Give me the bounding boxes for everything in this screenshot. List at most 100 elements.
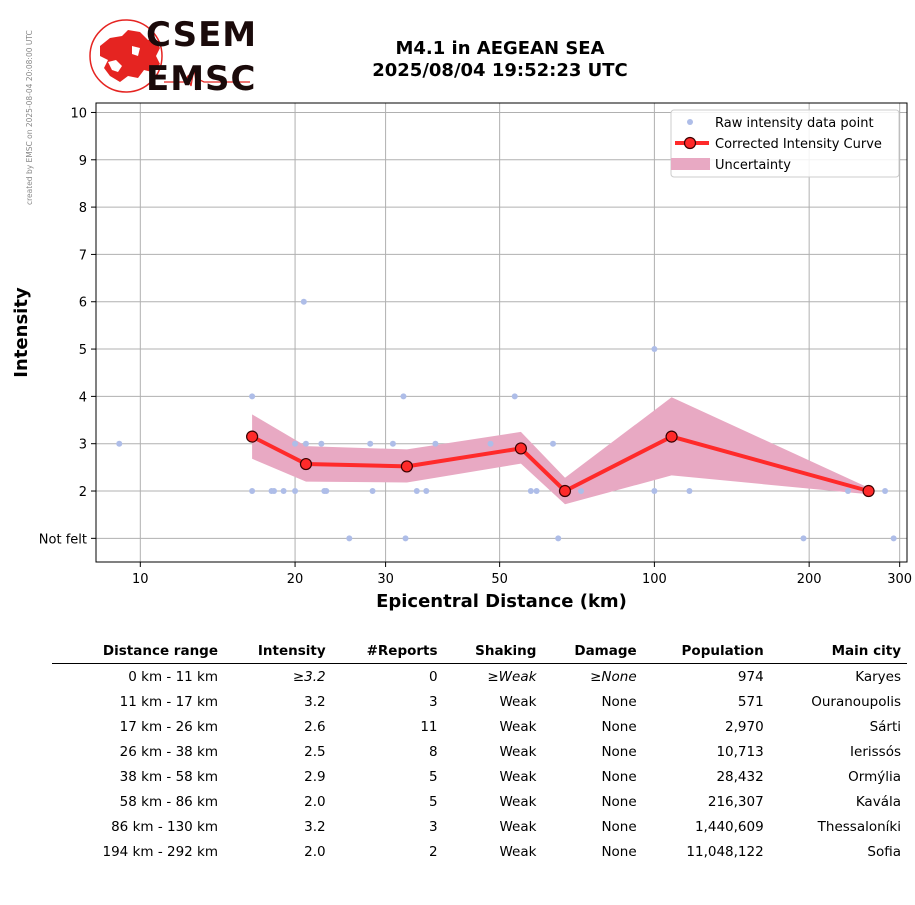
table-row: 86 km - 130 km 3.2 3 Weak None 1,440,609… [52, 814, 907, 839]
legend-curve-marker [683, 136, 697, 150]
cell-intensity: 2.0 [304, 843, 326, 860]
intensity-table: Distance range Intensity #Reports Shakin… [52, 640, 907, 864]
raw-data-point [116, 440, 123, 447]
header-intensity: Intensity [224, 640, 332, 664]
intensity-chart: 10 20 30 50 100 200 300 Not felt 2 3 4 5 6 7 8 9 10 Epice… [11, 102, 912, 612]
cell-reports: 3 [428, 693, 438, 710]
header-shaking: Shaking [443, 640, 543, 664]
cell-intensity: ≥3.2 [292, 668, 326, 685]
header-damage: Damage [542, 640, 643, 664]
cell-shaking: ≥Weak [487, 668, 537, 685]
cell-range: 86 km - 130 km [111, 818, 219, 835]
y-tick-label: 9 [79, 154, 87, 169]
cell-population: 28,432 [716, 768, 764, 785]
raw-data-point [292, 440, 299, 447]
raw-data-point [292, 488, 299, 495]
cell-damage: None [601, 718, 637, 735]
cell-city: Thessaloníki [817, 818, 901, 835]
table-row: 17 km - 26 km 2.6 11 Weak None 2,970 Sár… [52, 714, 907, 739]
x-tick-label: 200 [797, 572, 822, 587]
plot-frame [95, 102, 908, 563]
raw-data-point [249, 488, 256, 495]
cell-shaking: Weak [499, 743, 537, 760]
creation-note: created by EMSC on 2025-08-04 20:08:00 U… [25, 30, 34, 205]
cell-population: 2,970 [725, 718, 764, 735]
cell-shaking: Weak [499, 843, 537, 860]
cell-reports: 8 [428, 743, 438, 760]
chart-title-line1: M4.1 in AEGEAN SEA [395, 38, 605, 59]
y-tick-label: 2 [79, 485, 87, 500]
cell-city: Kavála [855, 793, 901, 810]
cell-city: Ouranoupolis [811, 693, 901, 710]
raw-data-point [555, 535, 562, 542]
logo-text-bottom: EMSC [146, 59, 257, 99]
raw-data-point [533, 488, 540, 495]
curve-marker [400, 460, 413, 473]
cell-city: Ierissós [850, 743, 901, 760]
cell-damage: ≥None [590, 668, 637, 685]
cell-reports: 0 [428, 668, 438, 685]
cell-population: 1,440,609 [694, 818, 764, 835]
cell-shaking: Weak [499, 768, 537, 785]
x-axis-label: Epicentral Distance (km) [376, 591, 627, 612]
raw-data-point [271, 488, 278, 495]
raw-data-point [249, 393, 256, 400]
legend-label: Corrected Intensity Curve [715, 137, 882, 152]
table-row: 26 km - 38 km 2.5 8 Weak None 10,713 Ier… [52, 739, 907, 764]
cell-population: 11,048,122 [686, 843, 764, 860]
cell-population: 216,307 [707, 793, 764, 810]
table-header-row: Distance range Intensity #Reports Shakin… [52, 640, 907, 664]
cell-range: 58 km - 86 km [119, 793, 219, 810]
raw-data-point [423, 488, 430, 495]
cell-range: 0 km - 11 km [128, 668, 219, 685]
creation-note-text: created by EMSC on 2025-08-04 20:08:00 U… [25, 30, 34, 205]
x-tick-label: 10 [132, 572, 149, 587]
raw-data-point [367, 440, 374, 447]
y-tick-label: 10 [70, 106, 87, 121]
raw-data-point [578, 488, 585, 495]
y-tick-label: 3 [79, 438, 87, 453]
curve-marker [558, 484, 572, 498]
raw-data-point [280, 488, 287, 495]
cell-intensity: 3.2 [304, 818, 326, 835]
raw-data-point [389, 440, 396, 447]
cell-reports: 5 [428, 793, 438, 810]
raw-data-point [346, 535, 353, 542]
table-row: 11 km - 17 km 3.2 3 Weak None 571 Ourano… [52, 689, 907, 714]
chart-title-line2: 2025/08/04 19:52:23 UTC [372, 60, 628, 81]
header-main-city: Main city [769, 640, 907, 664]
y-tick-label: 5 [79, 343, 87, 358]
globe-logo-icon [89, 19, 250, 93]
y-tick-label: 8 [79, 201, 87, 216]
raw-data-point [527, 488, 534, 495]
legend-band-swatch [671, 158, 710, 170]
raw-data-point [882, 488, 889, 495]
header-reports: #Reports [331, 640, 444, 664]
logo-text-top: CSEM [146, 15, 258, 55]
cell-city: Sofia [867, 843, 901, 860]
cell-reports: 11 [420, 718, 438, 735]
cell-intensity: 2.6 [304, 718, 326, 735]
cell-population: 974 [737, 668, 764, 685]
cell-damage: None [601, 793, 637, 810]
header-population: Population [642, 640, 770, 664]
cell-population: 571 [737, 693, 764, 710]
table-row: 0 km - 11 km ≥3.2 0 ≥Weak ≥None 974 Kary… [52, 664, 907, 690]
cell-range: 11 km - 17 km [119, 693, 219, 710]
cell-intensity: 3.2 [304, 693, 326, 710]
y-axis-label: Intensity [11, 287, 32, 378]
legend-box [670, 109, 900, 178]
cell-damage: None [601, 818, 637, 835]
cell-reports: 3 [428, 818, 438, 835]
raw-data-point [413, 488, 420, 495]
curve-marker [246, 430, 259, 443]
x-tick-label: 30 [377, 572, 394, 587]
legend-label: Raw intensity data point [715, 116, 874, 131]
table-row: 38 km - 58 km 2.9 5 Weak None 28,432 Orm… [52, 764, 907, 789]
table-row: 58 km - 86 km 2.0 5 Weak None 216,307 Ka… [52, 789, 907, 814]
raw-data-point [890, 535, 897, 542]
cell-damage: None [601, 693, 637, 710]
raw-data-point [487, 440, 494, 447]
x-tick-label: 100 [642, 572, 667, 587]
cell-city: Karyes [855, 668, 901, 685]
